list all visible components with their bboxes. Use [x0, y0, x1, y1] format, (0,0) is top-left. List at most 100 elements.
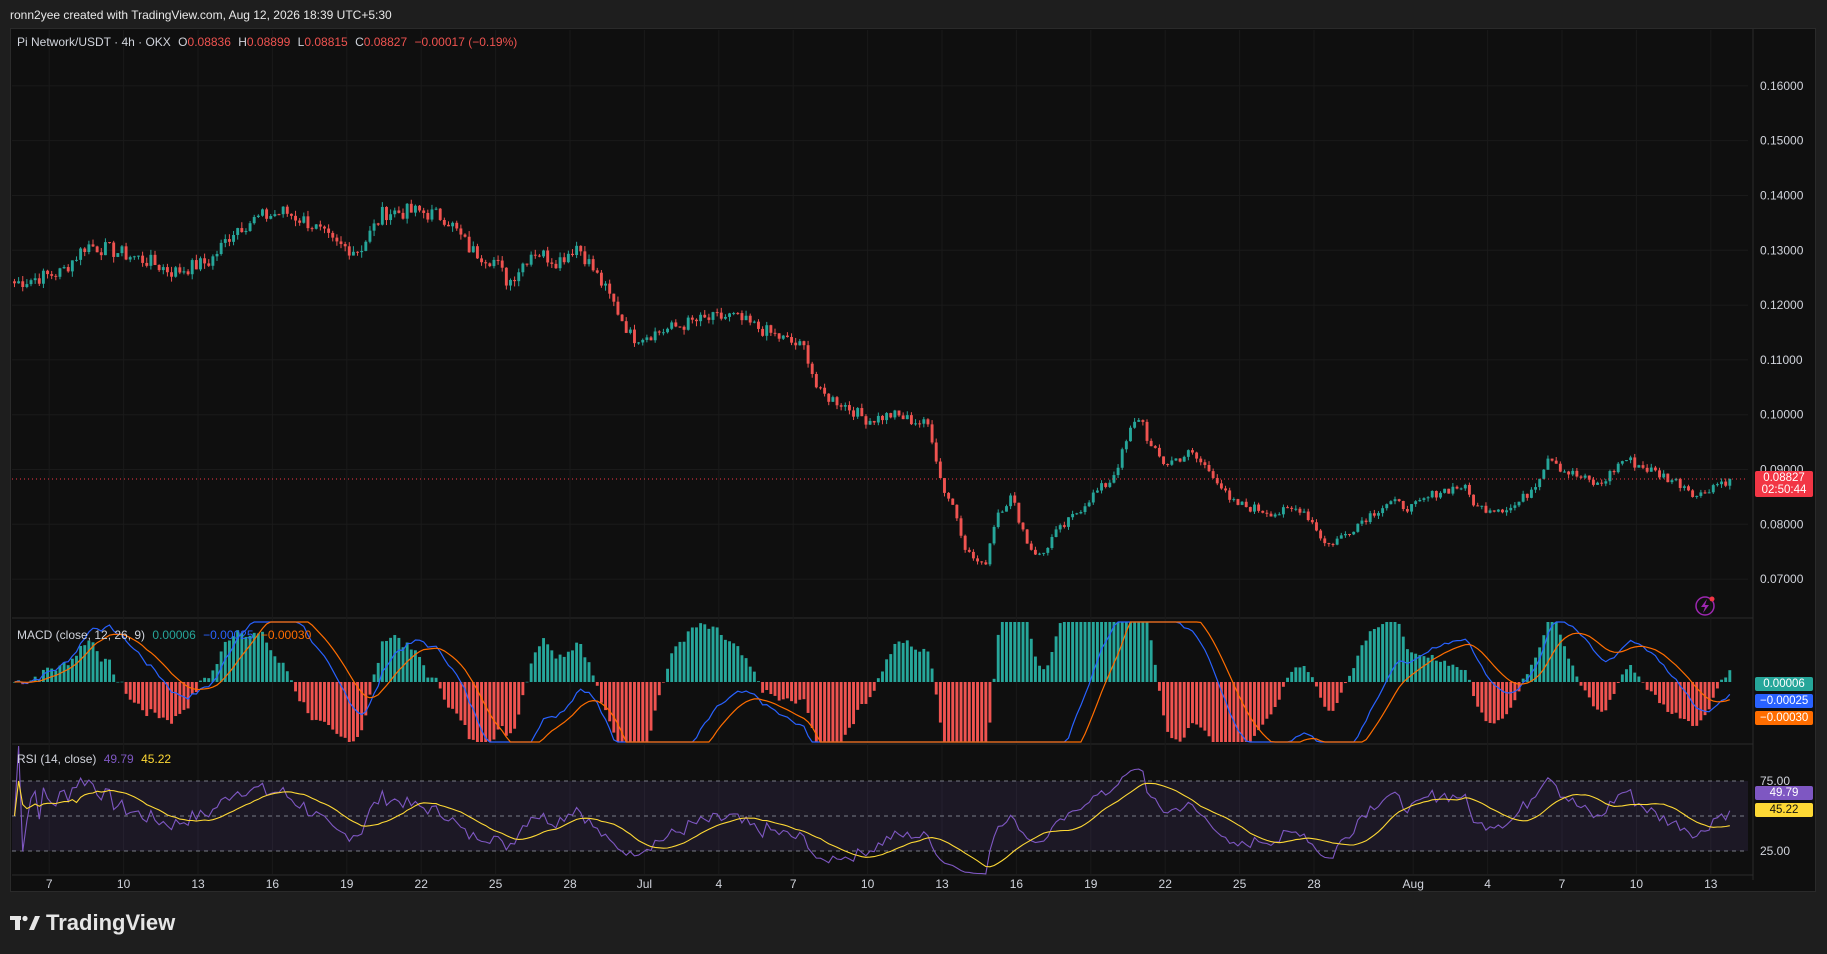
candle-body[interactable]: [1100, 483, 1103, 491]
candle-body[interactable]: [265, 209, 269, 219]
candle-body[interactable]: [695, 319, 698, 322]
candle-body[interactable]: [633, 329, 636, 344]
candle-body[interactable]: [583, 251, 587, 265]
candle-body[interactable]: [380, 206, 384, 225]
candle-body[interactable]: [351, 251, 355, 256]
candle-body[interactable]: [926, 419, 930, 425]
candle-body[interactable]: [145, 262, 149, 266]
candle-body[interactable]: [1695, 495, 1699, 497]
candle-body[interactable]: [244, 230, 248, 233]
candle-body[interactable]: [153, 254, 157, 265]
candle-body[interactable]: [1137, 420, 1141, 422]
candle-body[interactable]: [1298, 508, 1302, 513]
candle-body[interactable]: [967, 549, 971, 552]
candle-body[interactable]: [1104, 483, 1108, 487]
candle-body[interactable]: [938, 461, 942, 479]
candle-body[interactable]: [1129, 427, 1132, 442]
candle-body[interactable]: [1405, 509, 1409, 512]
candle-body[interactable]: [1439, 492, 1442, 498]
candle-body[interactable]: [13, 281, 16, 284]
candle-body[interactable]: [690, 317, 694, 320]
candle-body[interactable]: [223, 239, 227, 243]
candle-body[interactable]: [1645, 467, 1649, 472]
candle-body[interactable]: [1401, 500, 1405, 510]
symbol-legend[interactable]: Pi Network/USDT · 4h · OKX O0.08836 H0.0…: [17, 35, 521, 49]
candle-body[interactable]: [533, 254, 537, 256]
candle-body[interactable]: [1513, 505, 1517, 508]
candle-body[interactable]: [1294, 508, 1298, 510]
candle-body[interactable]: [819, 387, 822, 389]
candle-body[interactable]: [277, 214, 281, 216]
candle-body[interactable]: [988, 543, 992, 565]
candle-body[interactable]: [1571, 470, 1575, 475]
candle-body[interactable]: [1393, 499, 1397, 502]
candle-body[interactable]: [732, 313, 736, 315]
candle-body[interactable]: [397, 210, 401, 213]
candle-body[interactable]: [294, 215, 297, 221]
candle-body[interactable]: [1389, 501, 1393, 505]
candle-body[interactable]: [1637, 465, 1641, 468]
candle-body[interactable]: [1261, 510, 1265, 513]
candle-body[interactable]: [236, 228, 240, 235]
candle-body[interactable]: [1203, 462, 1207, 466]
candle-body[interactable]: [1017, 502, 1021, 523]
candle-body[interactable]: [876, 415, 880, 423]
candle-body[interactable]: [37, 278, 41, 284]
candle-body[interactable]: [99, 252, 103, 256]
candle-body[interactable]: [1207, 465, 1211, 472]
candle-body[interactable]: [157, 264, 161, 271]
candle-body[interactable]: [95, 246, 99, 253]
candle-body[interactable]: [1600, 482, 1604, 484]
candle-body[interactable]: [1521, 493, 1525, 502]
candle-body[interactable]: [368, 230, 372, 242]
candle-body[interactable]: [41, 270, 45, 284]
candle-body[interactable]: [62, 267, 66, 269]
candle-body[interactable]: [1410, 504, 1413, 512]
candle-body[interactable]: [612, 293, 616, 302]
candle-body[interactable]: [620, 314, 624, 322]
candle-body[interactable]: [707, 317, 711, 320]
candle-body[interactable]: [872, 420, 876, 423]
candle-body[interactable]: [616, 301, 620, 315]
candle-body[interactable]: [1162, 456, 1165, 465]
candle-body[interactable]: [1211, 471, 1215, 478]
candle-body[interactable]: [1248, 507, 1252, 512]
candle-body[interactable]: [116, 253, 120, 257]
candle-body[interactable]: [1480, 505, 1484, 507]
candle-body[interactable]: [1157, 447, 1161, 457]
candle-body[interactable]: [748, 315, 752, 323]
candle-body[interactable]: [413, 205, 417, 213]
candle-body[interactable]: [1033, 549, 1037, 555]
candle-body[interactable]: [298, 220, 302, 223]
candle-body[interactable]: [1095, 490, 1099, 493]
candle-body[interactable]: [674, 322, 678, 327]
candle-body[interactable]: [719, 312, 723, 319]
candle-body[interactable]: [83, 248, 87, 253]
candle-body[interactable]: [1492, 510, 1496, 512]
candle-body[interactable]: [856, 408, 860, 417]
candle-body[interactable]: [604, 283, 607, 286]
candle-body[interactable]: [1087, 502, 1091, 507]
candle-body[interactable]: [141, 255, 145, 263]
candle-body[interactable]: [525, 263, 529, 265]
candle-body[interactable]: [1050, 536, 1054, 548]
candle-body[interactable]: [546, 250, 550, 263]
candle-body[interactable]: [1290, 507, 1294, 509]
candle-body[interactable]: [137, 255, 140, 257]
candle-body[interactable]: [1029, 543, 1033, 550]
candle-body[interactable]: [261, 209, 264, 216]
rsi-legend[interactable]: RSI (14, close) 49.79 45.22: [17, 752, 175, 766]
candle-body[interactable]: [1591, 479, 1595, 485]
candle-body[interactable]: [186, 271, 190, 275]
candle-body[interactable]: [666, 328, 669, 333]
candle-body[interactable]: [723, 316, 727, 319]
candle-body[interactable]: [504, 267, 508, 286]
candle-body[interactable]: [372, 223, 376, 231]
candle-body[interactable]: [1670, 480, 1674, 483]
candle-body[interactable]: [480, 258, 483, 263]
candle-body[interactable]: [1422, 498, 1426, 500]
rsi-name[interactable]: RSI (14, close): [17, 752, 97, 766]
candle-body[interactable]: [331, 232, 335, 238]
symbol-name[interactable]: Pi Network/USDT · 4h · OKX: [17, 35, 171, 49]
candle-body[interactable]: [1579, 476, 1583, 478]
